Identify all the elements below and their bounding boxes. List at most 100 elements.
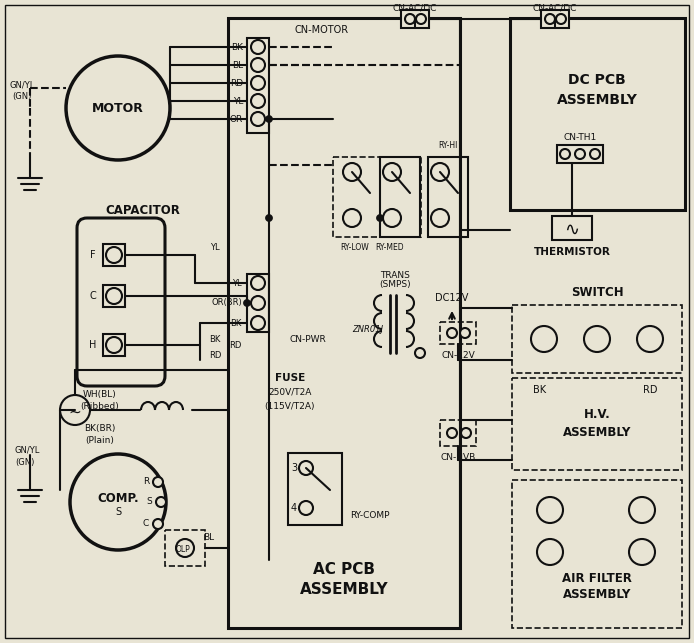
Text: R: R [143, 478, 149, 487]
Text: CN-PWR: CN-PWR [290, 336, 327, 345]
Circle shape [106, 288, 122, 304]
Circle shape [575, 149, 585, 159]
Text: AIR FILTER: AIR FILTER [562, 572, 632, 584]
Text: S: S [115, 507, 121, 517]
Text: (GN): (GN) [15, 458, 35, 467]
Bar [165, 530, 205, 566]
Circle shape [251, 40, 265, 54]
Text: (Ribbed): (Ribbed) [81, 403, 119, 412]
Bar [440, 322, 476, 344]
Circle shape [431, 163, 449, 181]
Circle shape [545, 14, 555, 24]
Circle shape [415, 348, 425, 358]
Circle shape [251, 76, 265, 90]
Circle shape [251, 276, 265, 290]
Text: C: C [143, 520, 149, 529]
Text: BK(BR): BK(BR) [84, 424, 116, 433]
Text: RY-COMP: RY-COMP [350, 511, 389, 520]
Circle shape [70, 454, 166, 550]
Bar [541, 10, 569, 28]
Text: S: S [146, 498, 152, 507]
Text: H: H [89, 340, 96, 350]
Text: 4: 4 [291, 503, 297, 513]
Text: DC12V: DC12V [435, 293, 468, 303]
Text: GN/YL: GN/YL [9, 80, 35, 89]
Circle shape [461, 428, 471, 438]
Circle shape [251, 296, 265, 310]
Text: C: C [90, 291, 96, 301]
Circle shape [405, 14, 415, 24]
Text: YL: YL [210, 244, 220, 253]
Text: ~: ~ [69, 404, 81, 419]
Text: CN-TH1: CN-TH1 [564, 132, 597, 141]
Bar [552, 216, 592, 240]
Text: BL: BL [232, 60, 243, 69]
Bar [247, 274, 269, 332]
Text: YL: YL [232, 278, 242, 287]
Text: F: F [90, 250, 96, 260]
Circle shape [156, 497, 166, 507]
Text: SWITCH: SWITCH [570, 285, 623, 298]
Circle shape [153, 477, 163, 487]
Text: YL: YL [232, 96, 243, 105]
Text: FUSE: FUSE [275, 373, 305, 383]
Text: BL: BL [203, 534, 214, 543]
Bar [512, 378, 682, 470]
Text: BK: BK [534, 385, 547, 395]
Bar [228, 18, 460, 628]
Circle shape [251, 94, 265, 108]
Circle shape [66, 56, 170, 160]
Text: (GN): (GN) [12, 91, 32, 100]
Text: CN-MOTOR: CN-MOTOR [295, 25, 349, 35]
Circle shape [416, 14, 426, 24]
Text: ASSEMBLY: ASSEMBLY [557, 93, 637, 107]
Circle shape [106, 247, 122, 263]
Text: OR: OR [230, 114, 243, 123]
Bar [247, 38, 269, 133]
Text: OLP: OLP [176, 545, 190, 554]
Text: GN/YL: GN/YL [15, 446, 40, 455]
Circle shape [244, 300, 251, 307]
Text: RD: RD [230, 78, 243, 87]
Circle shape [299, 461, 313, 475]
Text: BK: BK [230, 318, 242, 327]
Circle shape [153, 519, 163, 529]
Text: RD: RD [643, 385, 657, 395]
Circle shape [556, 14, 566, 24]
Circle shape [176, 539, 194, 557]
Text: THERMISTOR: THERMISTOR [534, 247, 611, 257]
Circle shape [251, 58, 265, 72]
Bar [288, 453, 342, 525]
Text: CN-HVB: CN-HVB [441, 453, 475, 462]
Bar [103, 244, 125, 266]
Text: ∿: ∿ [564, 221, 579, 239]
Bar [557, 145, 603, 163]
Bar [333, 157, 421, 237]
Text: OR(BR): OR(BR) [211, 298, 242, 307]
Text: ASSEMBLY: ASSEMBLY [563, 426, 631, 439]
Bar [512, 305, 682, 373]
Text: CN-12V: CN-12V [441, 350, 475, 359]
Text: DC PCB: DC PCB [568, 73, 626, 87]
Text: BK: BK [231, 42, 243, 51]
Text: 250V/T2A: 250V/T2A [269, 388, 312, 397]
Text: (Plain): (Plain) [85, 437, 115, 446]
Bar [103, 334, 125, 356]
Text: ZNR01J: ZNR01J [353, 325, 384, 334]
Text: ASSEMBLY: ASSEMBLY [563, 588, 631, 601]
Bar [401, 10, 429, 28]
Text: CN-AC/DC: CN-AC/DC [533, 3, 577, 12]
Circle shape [251, 112, 265, 126]
Text: RD: RD [209, 352, 221, 361]
Circle shape [590, 149, 600, 159]
Text: RY-LOW: RY-LOW [340, 244, 369, 253]
Text: H.V.: H.V. [584, 408, 611, 422]
FancyBboxPatch shape [77, 218, 165, 386]
Circle shape [383, 163, 401, 181]
Text: CAPACITOR: CAPACITOR [105, 203, 180, 217]
Bar [512, 480, 682, 628]
Bar [510, 18, 685, 210]
Text: (115V/T2A): (115V/T2A) [264, 401, 315, 410]
Circle shape [383, 209, 401, 227]
Text: (SMPS): (SMPS) [379, 280, 411, 289]
